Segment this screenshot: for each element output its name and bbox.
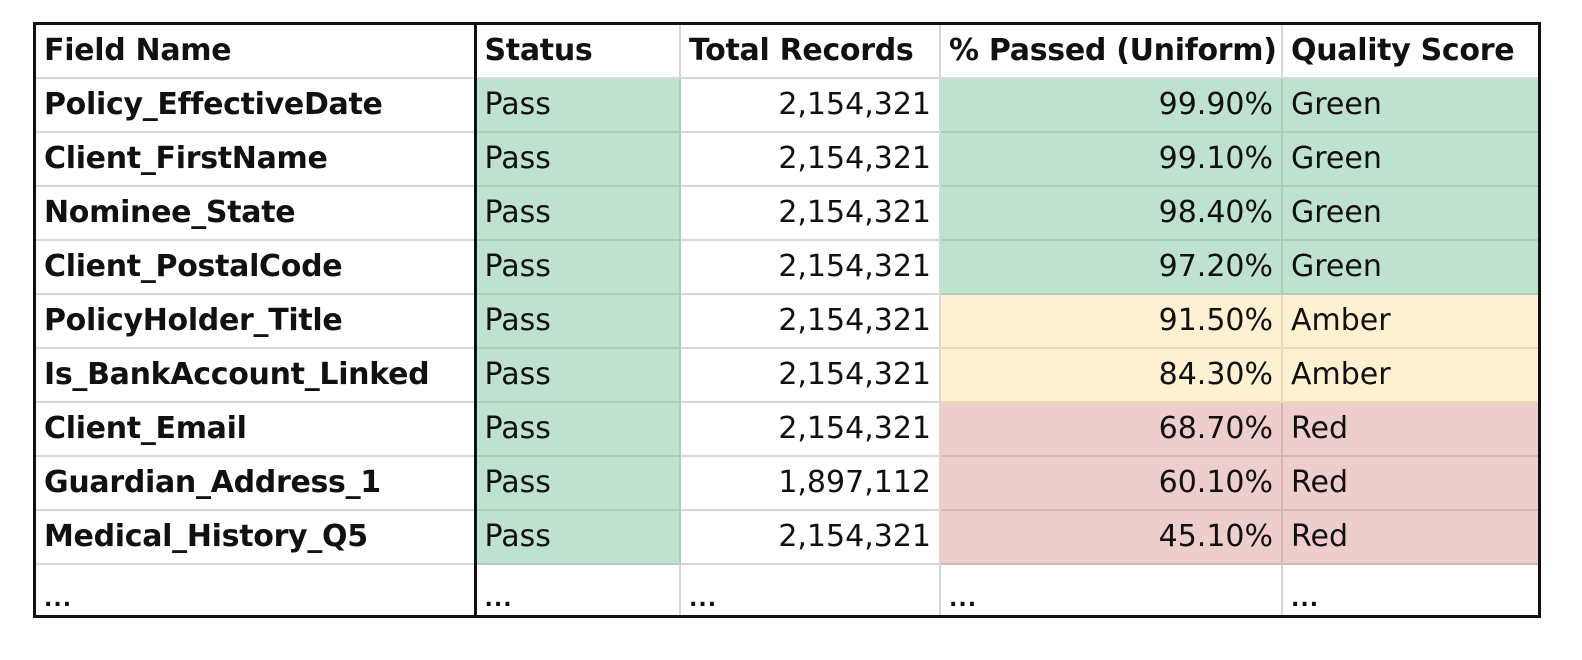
total-records-cell: 2,154,321 xyxy=(680,240,941,295)
percent-passed-cell: 60.10% xyxy=(940,456,1283,511)
ellipsis-cell: ... xyxy=(1291,587,1320,612)
quality-score-cell: Amber xyxy=(1282,348,1538,403)
status-cell: Pass xyxy=(475,348,681,403)
status-cell: Pass xyxy=(475,402,681,457)
status-cell: Pass xyxy=(475,510,681,565)
field-name-cell: Is_BankAccount_Linked xyxy=(36,348,477,403)
quality-score-cell: Green xyxy=(1282,78,1538,133)
header-status: Status xyxy=(475,25,681,79)
field-name-cell: Policy_EffectiveDate xyxy=(36,78,477,133)
quality-score-cell: Red xyxy=(1282,510,1538,565)
status-cell: Pass xyxy=(475,294,681,349)
field-name-cell: Guardian_Address_1 xyxy=(36,456,477,511)
field-name-cell: Medical_History_Q5 xyxy=(36,510,477,565)
table-row: Policy_EffectiveDate Pass 2,154,321 99.9… xyxy=(36,78,1538,133)
data-quality-table-container: Field Name Status Total Records % Passed… xyxy=(33,22,1541,618)
field-name-cell: Nominee_State xyxy=(36,186,477,241)
quality-score-cell: Green xyxy=(1282,132,1538,187)
table-row: Nominee_State Pass 2,154,321 98.40% Gree… xyxy=(36,186,1538,241)
field-name-cell: PolicyHolder_Title xyxy=(36,294,477,349)
status-cell: Pass xyxy=(475,132,681,187)
header-quality-score: Quality Score xyxy=(1282,25,1538,79)
table-row: Client_Email Pass 2,154,321 68.70% Red xyxy=(36,402,1538,457)
status-cell: Pass xyxy=(475,456,681,511)
status-cell: Pass xyxy=(475,240,681,295)
status-cell: Pass xyxy=(475,186,681,241)
percent-passed-cell: 99.10% xyxy=(940,132,1283,187)
ellipsis-cell: ... xyxy=(36,564,477,615)
quality-score-cell: Red xyxy=(1282,402,1538,457)
ellipsis-cell: ... xyxy=(475,564,681,615)
total-records-cell: 2,154,321 xyxy=(680,186,941,241)
percent-passed-cell: 84.30% xyxy=(940,348,1283,403)
field-name-cell: Client_PostalCode xyxy=(36,240,477,295)
total-records-cell: 2,154,321 xyxy=(680,348,941,403)
field-name-cell: Client_FirstName xyxy=(36,132,477,187)
quality-score-cell: Green xyxy=(1282,186,1538,241)
header-field-name: Field Name xyxy=(36,25,477,79)
quality-score-cell: Amber xyxy=(1282,294,1538,349)
quality-score-cell: Green xyxy=(1282,240,1538,295)
table-row: Guardian_Address_1 Pass 1,897,112 60.10%… xyxy=(36,456,1538,511)
table-row: Client_FirstName Pass 2,154,321 99.10% G… xyxy=(36,132,1538,187)
ellipsis-cell: ... xyxy=(680,564,941,615)
data-quality-table: Field Name Status Total Records % Passed… xyxy=(36,25,1538,615)
table-row: PolicyHolder_Title Pass 2,154,321 91.50%… xyxy=(36,294,1538,349)
header-percent-passed: % Passed (Uniform) xyxy=(940,25,1283,79)
total-records-cell: 1,897,112 xyxy=(680,456,941,511)
table-body: Policy_EffectiveDate Pass 2,154,321 99.9… xyxy=(36,78,1538,615)
total-records-cell: 2,154,321 xyxy=(680,132,941,187)
status-cell: Pass xyxy=(475,78,681,133)
ellipsis-cell: ... xyxy=(940,564,1283,615)
percent-passed-cell: 97.20% xyxy=(940,240,1283,295)
total-records-cell: 2,154,321 xyxy=(680,510,941,565)
percent-passed-cell: 99.90% xyxy=(940,78,1283,133)
quality-score-cell: Red xyxy=(1282,456,1538,511)
table-row: Client_PostalCode Pass 2,154,321 97.20% … xyxy=(36,240,1538,295)
total-records-cell: 2,154,321 xyxy=(680,294,941,349)
header-row: Field Name Status Total Records % Passed… xyxy=(36,25,1538,79)
percent-passed-cell: 98.40% xyxy=(940,186,1283,241)
percent-passed-cell: 68.70% xyxy=(940,402,1283,457)
total-records-cell: 2,154,321 xyxy=(680,78,941,133)
table-row: Is_BankAccount_Linked Pass 2,154,321 84.… xyxy=(36,348,1538,403)
percent-passed-cell: 91.50% xyxy=(940,294,1283,349)
ellipsis-row: ... ... ... ... ... xyxy=(36,564,1538,615)
percent-passed-cell: 45.10% xyxy=(940,510,1283,565)
field-name-cell: Client_Email xyxy=(36,402,477,457)
header-total-records: Total Records xyxy=(680,25,941,79)
total-records-cell: 2,154,321 xyxy=(680,402,941,457)
table-row: Medical_History_Q5 Pass 2,154,321 45.10%… xyxy=(36,510,1538,565)
